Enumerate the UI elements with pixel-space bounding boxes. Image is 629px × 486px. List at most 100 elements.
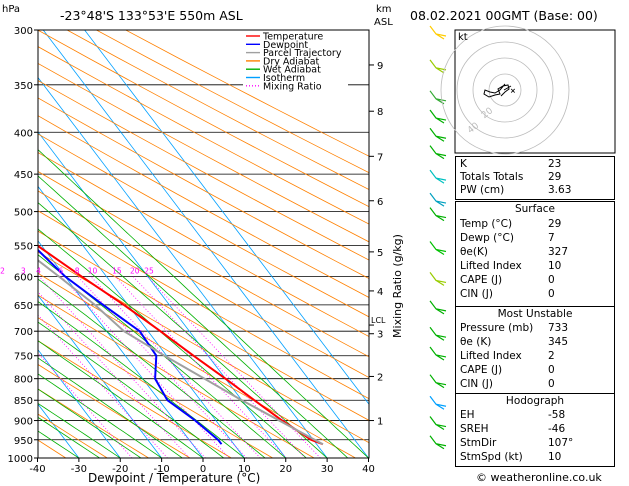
pressure-tick-label: 850 [14,396,33,407]
wind-barb [429,395,447,410]
isotherm-line [38,349,121,458]
indices-panel: K 23 Totals Totals 29 PW (cm) 3.63 [455,156,615,200]
surface-li-label: Lifted Index [460,260,522,272]
wind-barb [429,300,447,315]
mixing-ratio-line [146,276,321,458]
wind-barb [429,435,447,450]
wind-barb [429,109,447,124]
wet-adiabat-line [38,149,369,458]
k-index-value: 23 [548,158,562,170]
most-unstable-panel: Most Unstable Pressure (mb) 733 θe (K) 345… [455,306,615,394]
surface-dewp-label: Dewp (°C) [460,232,514,244]
mu-thetae-label: θe (K) [460,336,492,348]
sreh-label: SREH [460,423,489,435]
pressure-tick-label: 600 [14,272,33,283]
pressure-tick-label: 500 [14,208,33,219]
pressure-tick-label: 750 [14,352,33,363]
wet-adiabat-line [38,321,224,458]
location-title: -23°48'S 133°53'E 550m ASL [60,8,243,23]
wet-adiabat-line [38,254,287,458]
legend-label: Parcel Trajectory [263,48,342,59]
mu-thetae-value: 345 [548,336,569,348]
isotherm-line [84,30,369,405]
stmspd-value: 10 [548,451,562,463]
mixing-ratio-line [90,276,261,458]
surface-li-value: 10 [548,260,562,272]
wind-barb [429,241,447,255]
mu-pressure-label: Pressure (mb) [460,322,534,334]
height-tick-label: 9 [377,61,383,72]
wet-adiabat-line [38,357,183,458]
dry-adiabat-line [96,30,369,174]
surface-temp-label: Temp (°C) [460,218,513,230]
wind-barb [429,272,447,286]
mixing-ratio-label: 15 [112,266,122,275]
wind-barb [429,90,447,105]
wet-adiabat-line [38,402,121,458]
legend-label: Dewpoint [263,40,308,51]
wet-adiabat-line [38,340,204,458]
stmdir-value: 107° [548,437,574,449]
datetime-title: 08.02.2021 00GMT (Base: 00) [410,8,598,23]
hodograph-unit-label: kt [458,32,468,43]
temperature-tick-label: 10 [238,464,251,475]
wet-adiabat-line [38,202,328,458]
most-unstable-title: Most Unstable [497,308,573,320]
dry-adiabat-line [38,190,369,379]
pressure-tick-label: 900 [14,417,33,428]
km-unit-label: km [376,4,392,15]
pressure-tick-label: 300 [14,26,33,37]
mu-cape-label: CAPE (J) [460,364,503,376]
pressure-tick-label: 1000 [8,454,33,465]
dry-adiabat-line [38,210,369,400]
wind-barb [429,207,447,222]
eh-label: EH [460,409,475,421]
isotherm-line [38,294,162,458]
height-tick-label: 3 [377,330,383,341]
mixing-ratio-label: 25 [144,266,154,275]
wind-barb [429,145,447,160]
wind-barb [429,127,447,142]
stmdir-label: StmDir [460,437,497,449]
wind-barb [429,416,447,431]
height-tick-label: 6 [377,197,383,208]
temperature-tick-label: 0 [200,464,206,475]
surface-cape-value: 0 [548,274,555,286]
legend-label: Wet Adiabat [263,65,321,76]
mu-pressure-value: 733 [548,322,569,334]
surface-cin-label: CIN (J) [460,288,493,300]
pressure-tick-label: 800 [14,375,33,386]
legend-box [243,31,348,91]
dry-adiabat-line [38,62,369,243]
temperature-tick-label: -30 [71,464,87,475]
mu-cin-value: 0 [548,378,555,390]
copyright-footer: © weatheronline.co.uk [476,471,602,484]
mixing-ratio-label: 2 [0,266,5,275]
mixing-ratio-axis-label: Mixing Ratio (g/kg) [391,234,404,338]
wind-barb [429,192,447,207]
wet-adiabat-line [38,373,162,458]
wind-barb [429,326,447,341]
temperature-tick-label: -10 [153,464,169,475]
hodograph-plot: × kt 40 20 [440,25,616,155]
mixing-ratio-line [132,276,306,458]
surface-temp-value: 29 [548,218,562,230]
wet-adiabat-line [38,278,266,458]
isotherm-line [42,30,369,458]
wet-adiabat-line [38,388,142,458]
dry-adiabat-line [38,133,369,318]
legend-label: Mixing Ratio [263,81,322,92]
height-tick-label: 7 [377,152,383,163]
mixing-ratio-label: 8 [75,266,80,275]
series-parcel-trajectory [38,259,324,446]
svg-text:×: × [510,87,516,95]
wet-adiabat-line [38,301,245,458]
temperature-tick-label: -20 [112,464,128,475]
dry-adiabat-line [38,317,273,458]
surface-thetae-value: 327 [548,246,569,258]
legend-label: Dry Adiabat [263,56,320,67]
stmspd-label: StmSpd (kt) [460,451,523,463]
pressure-tick-label: 450 [14,170,33,181]
pressure-tick-label: 700 [14,327,33,338]
